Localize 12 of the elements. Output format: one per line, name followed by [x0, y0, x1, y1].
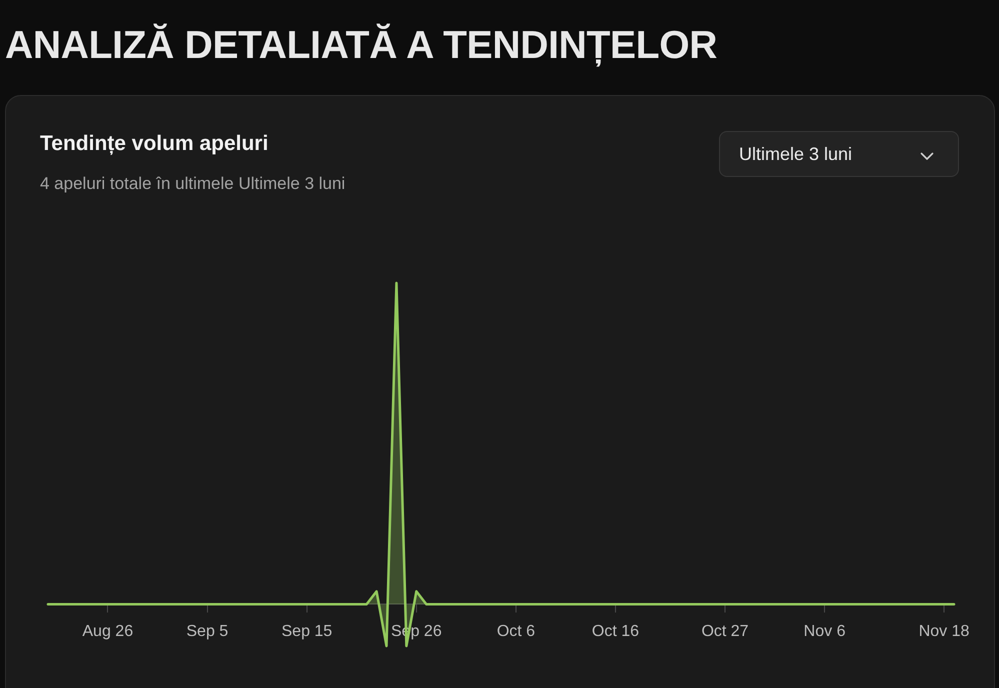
text: 4 apeluri totale în ultimele Ultimele 3 luni: [40, 174, 346, 194]
x-tick-label: Aug 26: [82, 623, 134, 640]
x-tick-label: Sep 5: [186, 623, 228, 640]
x-tick-label: Sep 15: [282, 623, 332, 640]
x-tick-label: Nov 18: [918, 623, 970, 640]
x-tick-label: Oct 6: [496, 623, 536, 640]
x-tick-label: Oct 16: [592, 623, 640, 640]
x-tick-label: Nov 6: [804, 623, 846, 640]
x-tick-label: Oct 27: [701, 623, 749, 640]
dropdown[interactable]: Ultimele 3 luni: [719, 131, 959, 177]
chart-title: ANALIZĂ DETALIATĂ A TENDINȚELOR: [5, 24, 718, 68]
chart-subtitle: Tendințe volum apeluri: [40, 132, 268, 156]
